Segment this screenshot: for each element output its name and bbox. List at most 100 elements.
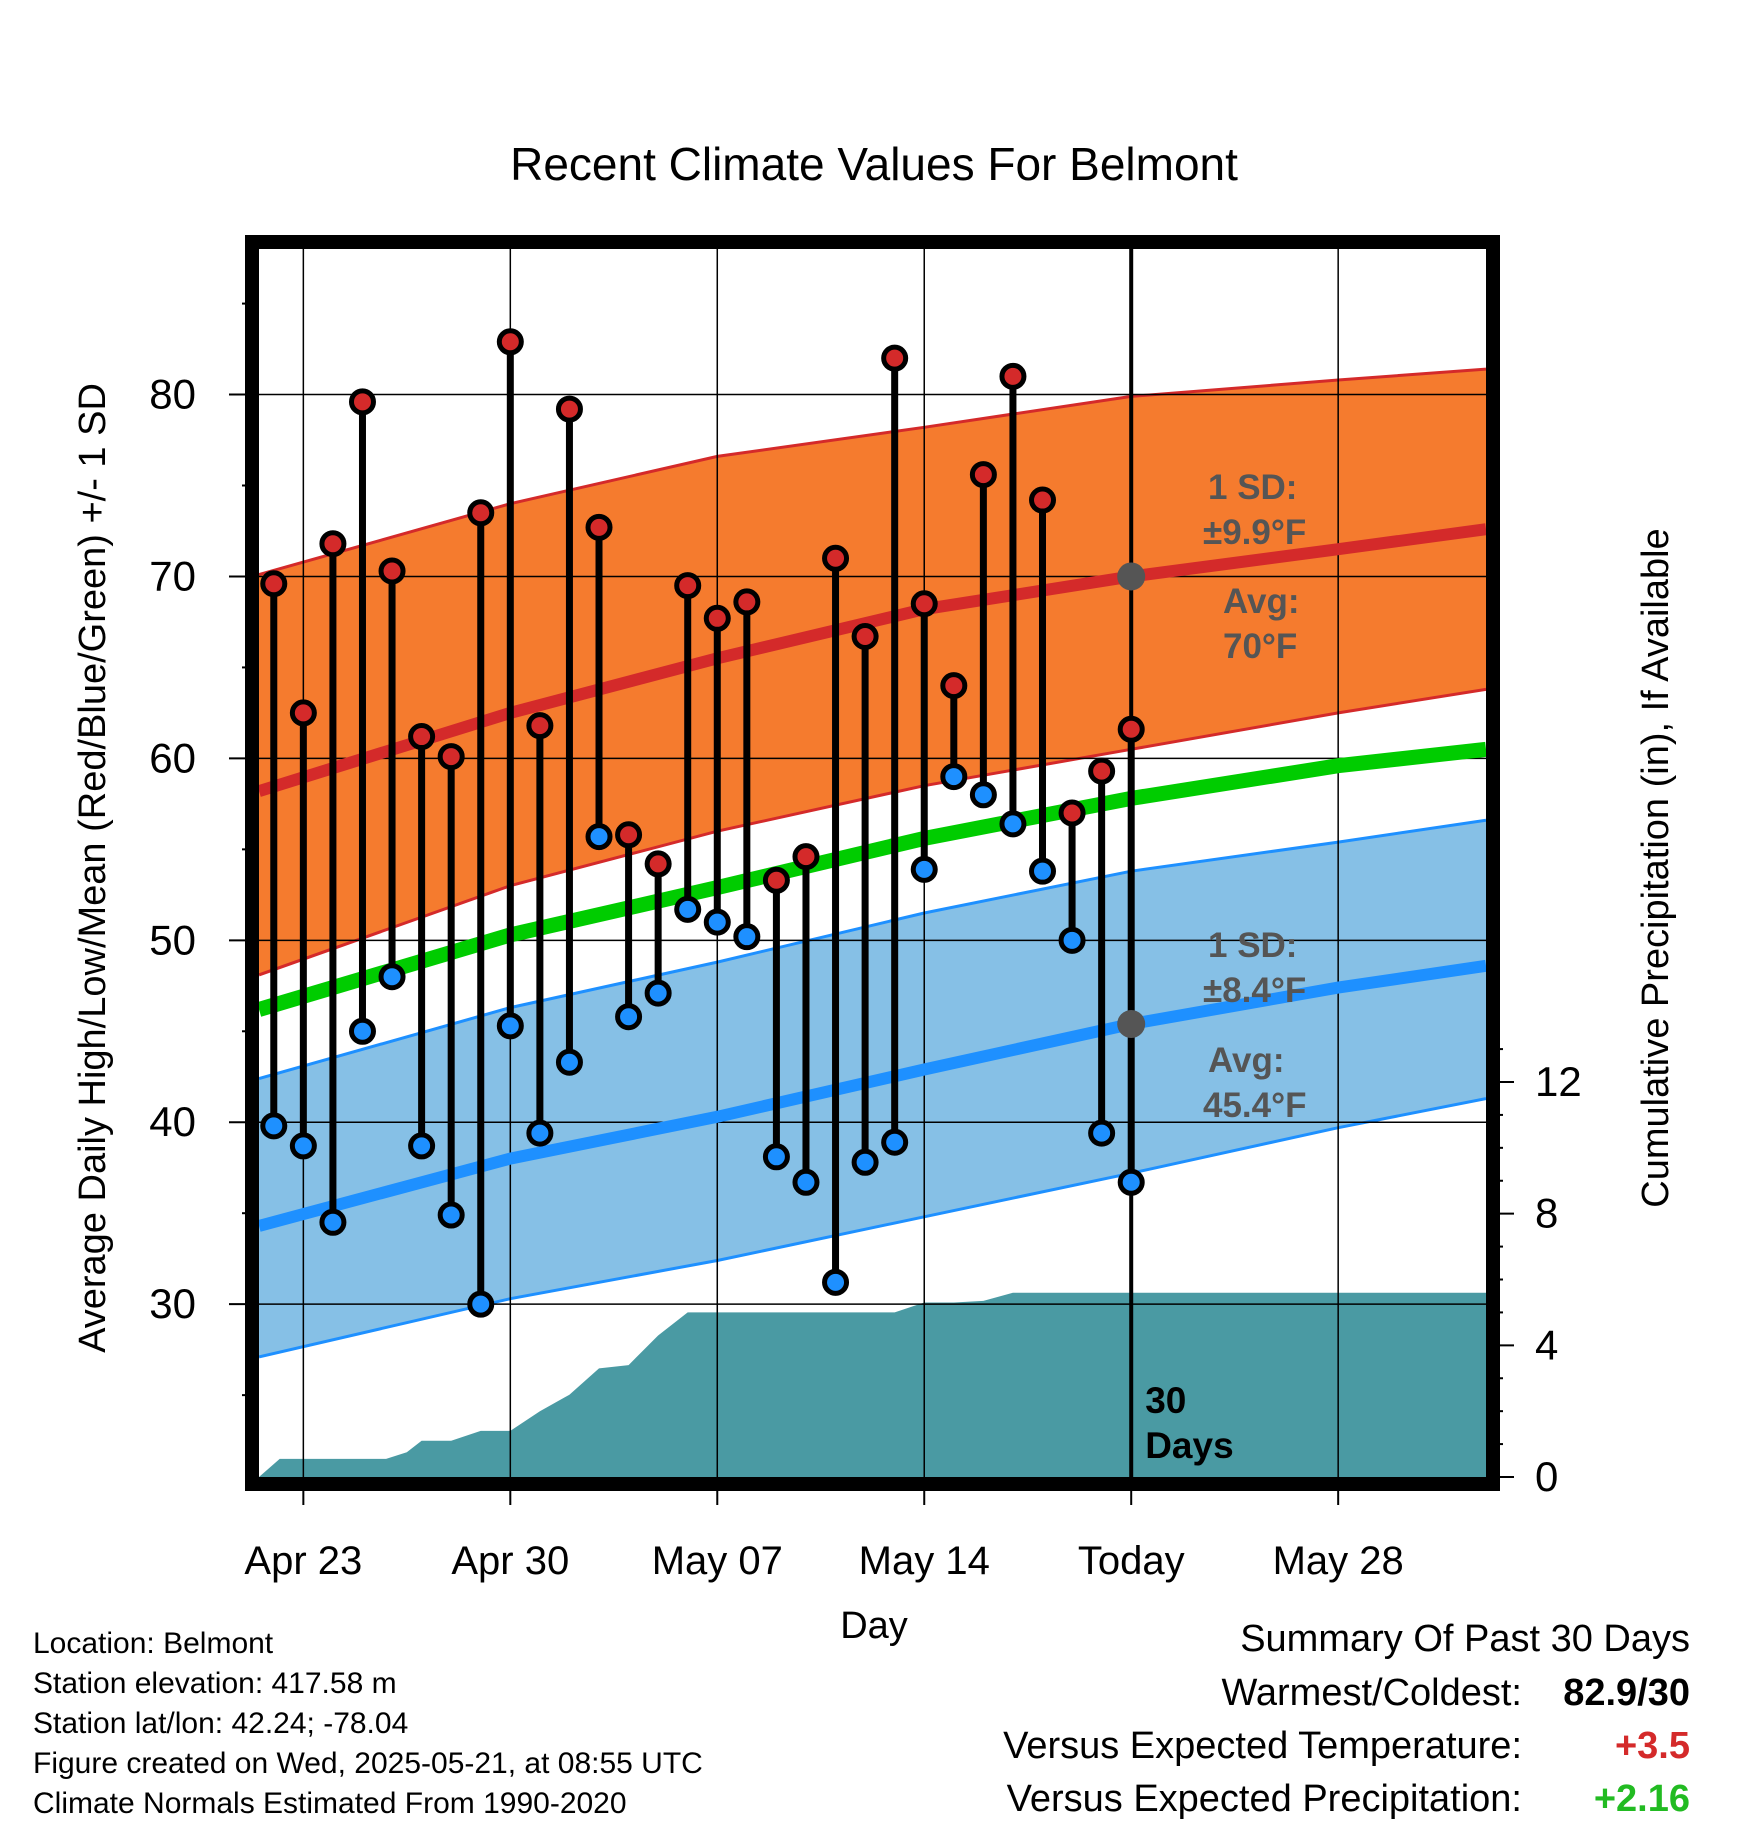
- daily-high-point: [555, 395, 583, 423]
- daily-low-point: [674, 895, 702, 923]
- summary-precip-label: Versus Expected Precipitation:: [1006, 1778, 1522, 1820]
- low-sd-label: 1 SD:: [1208, 926, 1297, 965]
- low-sd-value: ±8.4°F: [1203, 971, 1306, 1010]
- daily-high-point: [999, 362, 1027, 390]
- summary-precip-value: +2.16: [1593, 1778, 1690, 1820]
- info-normals: Climate Normals Estimated From 1990-2020: [33, 1787, 627, 1820]
- daily-high-point: [881, 344, 909, 372]
- daily-low-point: [733, 923, 761, 951]
- high-avg-label: Avg:: [1223, 582, 1299, 621]
- today-low-avg-marker: [1117, 1010, 1146, 1039]
- daily-low-point: [348, 1017, 376, 1045]
- daily-high-point: [910, 590, 938, 618]
- plot-frame: [245, 235, 1500, 1491]
- daily-low-point: [851, 1148, 879, 1176]
- y-tick-label: 40: [149, 1098, 196, 1145]
- plot-content: [259, 249, 1486, 1477]
- y2-tick-label: 8: [1535, 1190, 1558, 1237]
- daily-low-point: [378, 963, 406, 991]
- x-tick-label: Today: [1078, 1539, 1185, 1583]
- daily-high-point: [526, 712, 554, 740]
- summary-warmest: Warmest/Coldest: 82.9/30: [1221, 1672, 1690, 1715]
- high-sd-label: 1 SD:: [1208, 468, 1297, 507]
- daily-high-point: [467, 499, 495, 527]
- daily-low-point: [555, 1048, 583, 1076]
- daily-low-point: [526, 1119, 554, 1147]
- daily-high-point: [851, 623, 879, 651]
- daily-low-point: [1058, 926, 1086, 954]
- daily-high-point: [1058, 799, 1086, 827]
- x-tick-label: Apr 23: [244, 1539, 362, 1583]
- daily-high-point: [644, 850, 672, 878]
- plot-area: 1 SD: ±9.9°F Avg: 70°F 1 SD: ±8.4°F Avg: 45.4°F…: [259, 249, 1486, 1477]
- daily-high-point: [319, 530, 347, 558]
- daily-low-point: [437, 1201, 465, 1229]
- daily-high-point: [1029, 486, 1057, 514]
- y2-tick-label: 0: [1535, 1453, 1558, 1500]
- info-latlon: Station lat/lon: 42.24; -78.04: [33, 1707, 409, 1740]
- daily-low-point: [792, 1168, 820, 1196]
- x-tick-label: May 14: [859, 1539, 990, 1583]
- daily-high-point: [969, 461, 997, 489]
- summary-temp-label: Versus Expected Temperature:: [1003, 1725, 1522, 1767]
- chart-title: Recent Climate Values For Belmont: [510, 138, 1238, 190]
- summary-title: Summary Of Past 30 Days: [1240, 1618, 1690, 1660]
- axes: 30 40 50 60 70 80 0 4 8 12 Apr 23 Apr 30 May 07 May 1…: [149, 235, 1582, 1583]
- x-tick-label: Apr 30: [451, 1539, 569, 1583]
- daily-high-point: [289, 699, 317, 727]
- daily-low-point: [1088, 1119, 1116, 1147]
- daily-low-point: [969, 781, 997, 809]
- daily-low-point: [467, 1290, 495, 1318]
- today-days-label: Days: [1145, 1425, 1233, 1466]
- daily-high-point: [615, 821, 643, 849]
- daily-high-point: [1088, 757, 1116, 785]
- high-sd-value: ±9.9°F: [1203, 513, 1306, 552]
- daily-high-point: [378, 557, 406, 585]
- daily-low-point: [703, 908, 731, 936]
- high-avg-value: 70°F: [1223, 627, 1297, 666]
- daily-high-point: [408, 723, 436, 751]
- high-sd-band: [259, 369, 1486, 975]
- daily-low-point: [289, 1132, 317, 1160]
- daily-high-point: [496, 328, 524, 356]
- y-tick-label: 60: [149, 734, 196, 781]
- daily-high-point: [733, 588, 761, 616]
- y-axis-label: Average Daily High/Low/Mean (Red/Blue/Gr…: [72, 383, 114, 1353]
- daily-low-point: [762, 1143, 790, 1171]
- precipitation-area: [259, 1292, 1486, 1477]
- daily-high-point: [585, 513, 613, 541]
- daily-low-point: [496, 1012, 524, 1040]
- y-tick-label: 70: [149, 552, 196, 599]
- daily-high-point: [260, 570, 288, 598]
- daily-low-point: [881, 1128, 909, 1156]
- daily-low-point: [999, 810, 1027, 838]
- info-created: Figure created on Wed, 2025-05-21, at 08…: [33, 1747, 703, 1780]
- daily-low-point: [319, 1208, 347, 1236]
- daily-high-point: [437, 743, 465, 771]
- low-avg-value: 45.4°F: [1203, 1086, 1307, 1125]
- y-tick-label: 30: [149, 1280, 196, 1327]
- daily-high-point: [674, 572, 702, 600]
- daily-low-point: [585, 823, 613, 851]
- daily-low-point: [1029, 857, 1057, 885]
- x-axis-label: Day: [840, 1605, 908, 1647]
- summary-precip: Versus Expected Precipitation: +2.16: [1007, 1778, 1690, 1821]
- y-tick-label: 50: [149, 916, 196, 963]
- summary-temp-value: +3.5: [1614, 1725, 1690, 1767]
- daily-high-point: [822, 544, 850, 572]
- y2-axis-label: Cumulative Precipitation (in), If Availa…: [1635, 528, 1677, 1207]
- daily-high-point: [792, 843, 820, 871]
- daily-high-point: [940, 672, 968, 700]
- y2-tick-label: 12: [1535, 1058, 1582, 1105]
- daily-low-point: [910, 855, 938, 883]
- info-elevation: Station elevation: 417.58 m: [33, 1667, 397, 1700]
- y2-tick-label: 4: [1535, 1321, 1558, 1368]
- low-avg-label: Avg:: [1208, 1041, 1284, 1080]
- daily-low-point: [644, 979, 672, 1007]
- summary-warmest-label: Warmest/Coldest:: [1221, 1672, 1522, 1714]
- summary-temp: Versus Expected Temperature: +3.5: [1003, 1725, 1690, 1768]
- daily-low-point: [1117, 1168, 1145, 1196]
- low-normal-line: [259, 959, 1486, 1232]
- daily-low-point: [260, 1112, 288, 1140]
